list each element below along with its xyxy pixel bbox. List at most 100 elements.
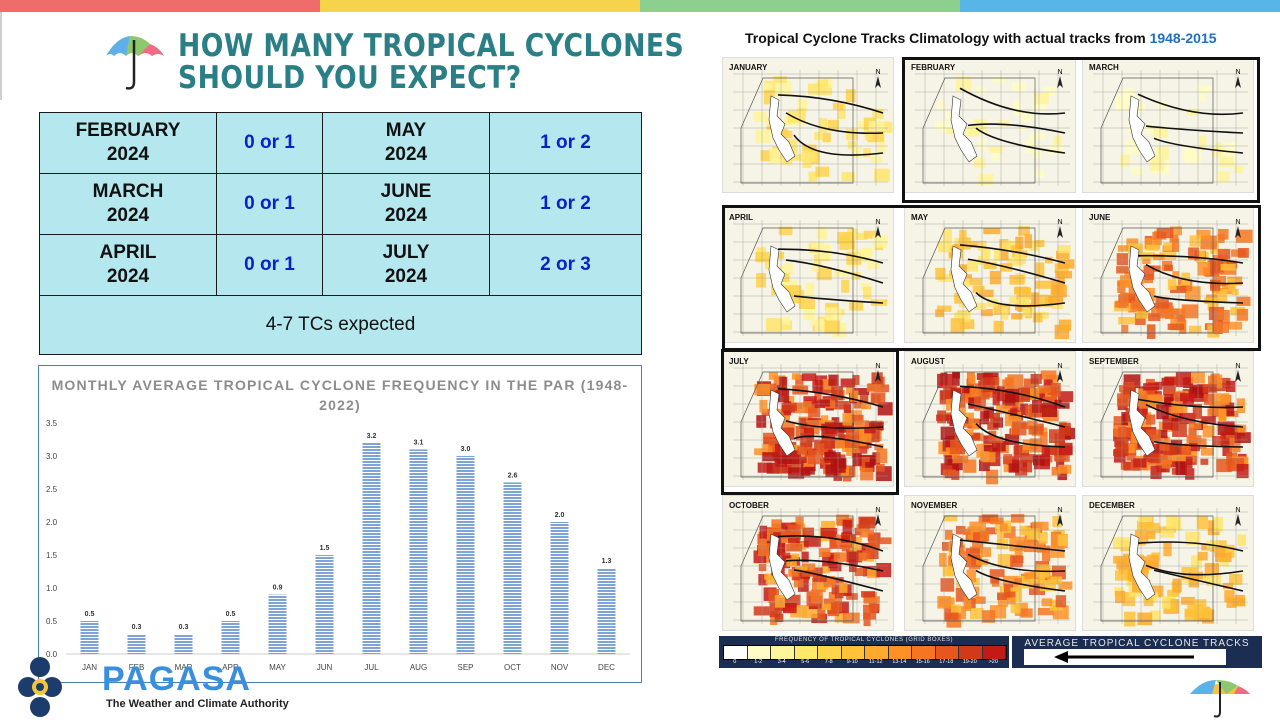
y-tick-label: 0.5 bbox=[46, 617, 58, 626]
frequency-grid-box bbox=[997, 593, 1008, 607]
frequency-grid-box bbox=[1193, 599, 1207, 609]
frequency-grid-box bbox=[1020, 403, 1029, 416]
frequency-grid-box bbox=[1198, 135, 1207, 149]
frequency-grid-box bbox=[1024, 572, 1039, 579]
frequency-grid-box bbox=[1134, 313, 1146, 325]
frequency-grid-box bbox=[830, 457, 846, 473]
legend-color-swatch bbox=[747, 646, 771, 659]
frequency-grid-box bbox=[1171, 401, 1183, 413]
frequency-grid-box bbox=[1050, 382, 1061, 397]
frequency-grid-box bbox=[822, 551, 831, 567]
frequency-grid-box bbox=[1220, 263, 1236, 271]
average-track-line bbox=[1153, 569, 1244, 592]
frequency-grid-box bbox=[973, 302, 987, 310]
frequency-grid-box bbox=[1213, 393, 1230, 405]
frequency-grid-box bbox=[1188, 573, 1199, 588]
frequency-grid-box bbox=[1020, 608, 1033, 618]
frequency-grid-box bbox=[770, 611, 778, 625]
frequency-grid-box bbox=[997, 120, 1010, 127]
frequency-grid-box bbox=[1156, 228, 1174, 239]
frequency-grid-box bbox=[814, 132, 823, 141]
frequency-grid-box bbox=[970, 432, 981, 441]
frequency-grid-box bbox=[1214, 546, 1226, 558]
frequency-grid-box bbox=[1152, 265, 1161, 272]
frequency-grid-box bbox=[866, 384, 881, 392]
frequency-grid-box bbox=[1039, 579, 1057, 592]
map-month-label: MARCH bbox=[1089, 63, 1119, 72]
average-track-line bbox=[959, 244, 1066, 264]
frequency-grid-box bbox=[1218, 409, 1227, 421]
frequency-grid-box bbox=[801, 551, 809, 563]
frequency-grid-box bbox=[1214, 517, 1223, 532]
frequency-grid-box bbox=[1032, 313, 1043, 323]
track-map-graphic: N bbox=[733, 363, 893, 482]
frequency-grid-box bbox=[1153, 253, 1165, 260]
climatology-map-april: N APRIL bbox=[722, 207, 894, 343]
frequency-grid-box bbox=[846, 593, 858, 600]
frequency-grid-box bbox=[1131, 166, 1144, 176]
frequency-grid-box bbox=[1211, 147, 1228, 157]
frequency-grid-box bbox=[1048, 145, 1064, 155]
frequency-grid-box bbox=[814, 400, 825, 408]
average-track-line bbox=[1137, 541, 1244, 552]
frequency-grid-box bbox=[1007, 240, 1020, 250]
top-bar-blue bbox=[960, 0, 1280, 12]
title-line-1: HOW MANY TROPICAL CYCLONES bbox=[178, 28, 685, 64]
frequency-grid-box bbox=[1135, 311, 1150, 319]
frequency-grid-box bbox=[810, 318, 825, 326]
frequency-grid-box bbox=[988, 146, 1004, 153]
frequency-grid-box bbox=[811, 262, 819, 273]
frequency-grid-box bbox=[803, 427, 814, 438]
frequency-grid-box bbox=[1196, 229, 1211, 240]
forecast-row: APRIL 2024 0 or 1 JULY 2024 2 or 3 bbox=[39, 234, 642, 296]
frequency-grid-box bbox=[1039, 391, 1052, 402]
frequency-grid-box bbox=[784, 285, 802, 296]
frequency-grid-box bbox=[815, 443, 828, 453]
frequency-grid-box bbox=[967, 260, 979, 272]
month-year: 2024 bbox=[384, 144, 428, 165]
frequency-grid-box bbox=[1217, 248, 1231, 260]
frequency-grid-box bbox=[872, 235, 888, 248]
frequency-grid-box bbox=[846, 443, 855, 456]
frequency-grid-box bbox=[1007, 591, 1016, 598]
frequency-grid-box bbox=[778, 226, 793, 236]
climatology-map-august: N AUGUST bbox=[904, 351, 1076, 487]
frequency-grid-box bbox=[774, 443, 787, 458]
frequency-grid-box bbox=[816, 267, 832, 281]
frequency-grid-box bbox=[1226, 597, 1237, 608]
month-cell: JUNE 2024 bbox=[322, 173, 490, 235]
frequency-grid-box bbox=[859, 456, 870, 471]
average-track-line bbox=[1137, 93, 1244, 116]
frequency-grid-box bbox=[1188, 422, 1202, 430]
frequency-grid-box bbox=[1146, 429, 1161, 442]
frequency-grid-box bbox=[1011, 514, 1025, 523]
frequency-grid-box bbox=[1234, 594, 1245, 606]
frequency-grid-box bbox=[876, 562, 892, 578]
bar-apr bbox=[221, 621, 240, 654]
frequency-grid-box bbox=[804, 466, 815, 475]
frequency-grid-box bbox=[1032, 101, 1046, 112]
frequency-grid-box bbox=[872, 108, 884, 119]
frequency-grid-box bbox=[971, 597, 981, 604]
frequency-grid-box bbox=[811, 241, 825, 249]
expected-count: 1 or 2 bbox=[540, 132, 591, 153]
frequency-grid-box bbox=[830, 601, 842, 613]
average-track-line bbox=[1145, 263, 1244, 285]
frequency-grid-box bbox=[802, 159, 812, 169]
x-tick-label: AUG bbox=[410, 663, 427, 672]
frequency-grid-box bbox=[1237, 534, 1247, 546]
frequency-grid-box bbox=[788, 537, 801, 544]
philippines-outline bbox=[1128, 389, 1156, 457]
frequency-grid-box bbox=[1015, 236, 1024, 249]
frequency-grid-box bbox=[781, 555, 791, 569]
frequency-grid-box bbox=[872, 452, 881, 465]
frequency-grid-box bbox=[1028, 133, 1046, 140]
frequency-grid-box bbox=[1058, 464, 1072, 474]
frequency-grid-box bbox=[988, 430, 997, 443]
frequency-grid-box bbox=[774, 594, 786, 608]
legend-range-label: 5-6 bbox=[801, 659, 810, 665]
frequency-grid-box bbox=[1149, 156, 1165, 171]
expected-count: 0 or 1 bbox=[244, 132, 295, 153]
climatology-map-march: N MARCH bbox=[1082, 57, 1254, 193]
bar-sep bbox=[456, 456, 475, 654]
